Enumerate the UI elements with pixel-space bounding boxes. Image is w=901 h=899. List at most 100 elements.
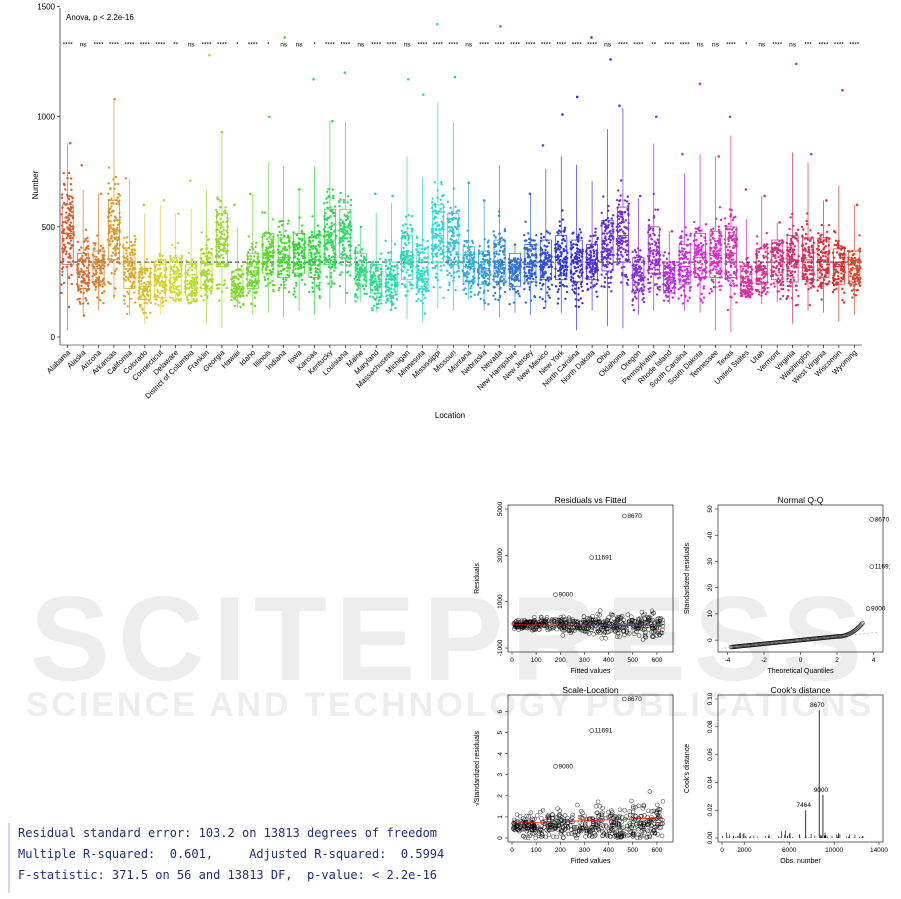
data-point: [400, 282, 404, 286]
data-point: [96, 281, 99, 284]
data-point: [270, 262, 273, 265]
data-point: [109, 260, 112, 263]
outlier-point: [681, 152, 684, 156]
data-point: [538, 281, 542, 285]
data-point: [283, 267, 286, 271]
data-point: [343, 253, 347, 256]
data-point: [603, 232, 606, 235]
data-point: [327, 282, 330, 285]
significance-label: ****: [140, 41, 151, 48]
data-point: [680, 230, 684, 233]
data-point: [278, 220, 281, 223]
data-point: [130, 251, 134, 254]
data-point: [668, 287, 671, 290]
data-point: [87, 244, 90, 247]
data-point: [220, 232, 224, 236]
data-point: [86, 281, 89, 285]
data-point: [451, 248, 454, 252]
data-point: [455, 270, 459, 273]
data-point: [499, 265, 502, 268]
data-point: [635, 297, 638, 300]
outlier-point: [268, 115, 271, 119]
data-point: [99, 265, 103, 268]
data-point: [233, 297, 236, 301]
box: [108, 200, 120, 261]
data-point: [175, 298, 179, 301]
data-point: [375, 264, 378, 267]
data-point: [268, 281, 272, 284]
data-point: [530, 260, 533, 263]
data-point: [338, 199, 341, 203]
data-point: [218, 263, 222, 266]
data-point: [142, 293, 145, 296]
data-point: [416, 285, 419, 288]
data-point: [508, 288, 512, 291]
data-point: [574, 270, 578, 273]
outlier-point: [453, 75, 457, 79]
data-point: [458, 275, 461, 278]
data-point: [224, 206, 227, 209]
data-point: [689, 232, 692, 236]
data-point: [467, 272, 471, 275]
data-point: [465, 257, 469, 260]
data-point: [234, 288, 238, 291]
data-point: [623, 199, 627, 202]
data-point: [62, 281, 66, 285]
data-point: [542, 235, 546, 239]
data-point: [607, 223, 610, 227]
data-point: [276, 234, 279, 237]
data-point: [363, 278, 366, 281]
data-point: [511, 287, 515, 291]
data-point: [401, 252, 405, 255]
data-point: [607, 285, 611, 289]
data-point: [486, 253, 489, 257]
data-point: [492, 230, 495, 233]
series-group-north-carolina: [569, 95, 584, 331]
data-point: [562, 269, 566, 273]
significance-label: ns: [712, 41, 720, 48]
data-point: [178, 258, 182, 261]
box: [570, 239, 583, 283]
data-point: [580, 263, 584, 266]
data-point: [592, 285, 595, 288]
data-point: [297, 237, 300, 240]
data-point: [126, 257, 129, 261]
data-point: [60, 283, 63, 286]
data-point: [686, 251, 689, 254]
data-point: [615, 198, 619, 202]
data-point: [60, 193, 64, 196]
data-point: [309, 245, 312, 248]
data-point: [718, 285, 721, 288]
data-point: [668, 271, 672, 275]
data-point: [123, 295, 127, 298]
data-point: [174, 246, 177, 250]
data-point: [682, 261, 685, 265]
data-point: [110, 254, 113, 258]
data-point: [666, 266, 670, 269]
data-point: [284, 229, 287, 233]
data-point: [194, 300, 197, 303]
data-point: [694, 238, 698, 242]
data-point: [487, 239, 490, 242]
data-point: [97, 276, 101, 280]
data-point: [296, 247, 300, 250]
data-point: [545, 245, 548, 248]
data-point: [145, 283, 148, 286]
data-point: [112, 233, 116, 236]
data-point: [127, 278, 130, 281]
data-point: [527, 276, 530, 280]
series-group-south-dakota: [692, 82, 708, 313]
data-point: [378, 298, 382, 302]
data-point: [438, 227, 441, 231]
data-point: [188, 286, 191, 289]
data-point: [158, 284, 162, 287]
data-point: [621, 215, 624, 219]
data-point: [476, 293, 480, 296]
data-point: [605, 253, 609, 257]
series-group-ohio: [600, 58, 615, 326]
data-point: [556, 302, 559, 305]
data-point: [496, 282, 500, 286]
series-group-rhode-island: [662, 229, 677, 304]
box: [308, 237, 321, 278]
data-point: [253, 274, 257, 277]
